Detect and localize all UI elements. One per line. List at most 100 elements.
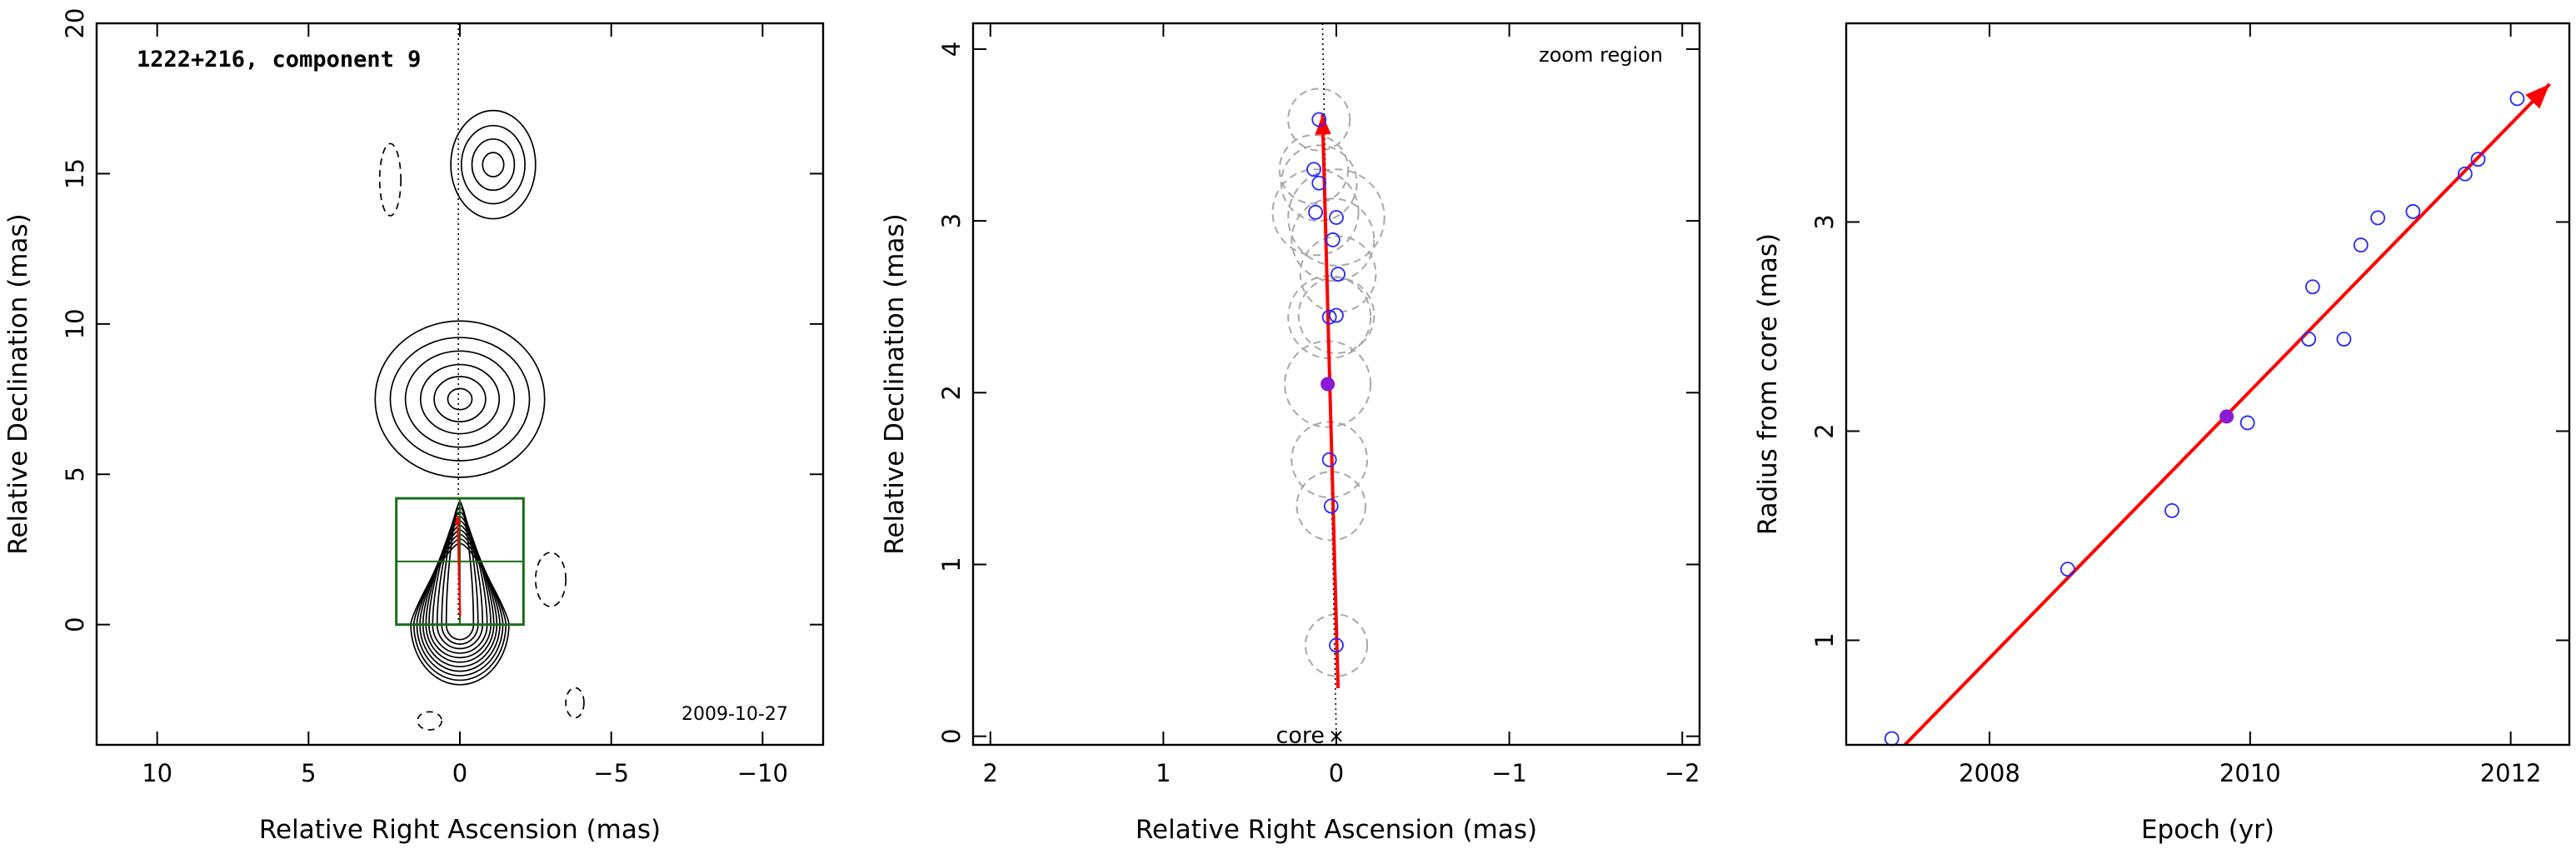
gaussian-component-circle bbox=[1290, 421, 1369, 499]
contour-line bbox=[410, 542, 510, 686]
contour-line bbox=[471, 138, 516, 192]
data-point bbox=[1329, 637, 1344, 653]
x-tick-label: 2008 bbox=[1959, 759, 2020, 787]
contour-line bbox=[482, 152, 505, 177]
y-tick-label: 1 bbox=[937, 557, 966, 572]
contour-clip-group bbox=[374, 109, 585, 731]
gaussian-component-circle bbox=[1287, 87, 1351, 152]
x-tick-label: −1 bbox=[1491, 759, 1527, 787]
radius-epoch-frame bbox=[1845, 22, 2571, 747]
x-tick-label: 2012 bbox=[2480, 759, 2542, 787]
data-point bbox=[2304, 279, 2320, 295]
y-tick-label: 20 bbox=[61, 8, 89, 39]
contour-map-ticks: 10 5 0 −5 −10 0 5 10 15 20 bbox=[61, 8, 823, 787]
contour-line bbox=[374, 320, 546, 478]
contour-map-title: 1222+216, component 9 bbox=[137, 47, 421, 72]
radius-epoch-x-axis-label: Epoch (yr) bbox=[2141, 815, 2274, 845]
data-point bbox=[2457, 166, 2473, 182]
contour-line bbox=[389, 337, 531, 462]
x-tick-label: −2 bbox=[1665, 759, 1700, 787]
data-point bbox=[2509, 91, 2525, 107]
data-point bbox=[1323, 498, 1339, 514]
x-tick-label: 1 bbox=[1156, 759, 1171, 787]
data-point bbox=[2336, 332, 2352, 347]
y-tick-label: 0 bbox=[61, 617, 89, 632]
contour-line bbox=[416, 533, 504, 677]
component-motion-arrowhead bbox=[454, 516, 462, 524]
x-tick-label: 0 bbox=[1329, 759, 1344, 787]
data-point bbox=[2353, 237, 2369, 252]
component-motion-arrow bbox=[456, 516, 462, 617]
gaussian-component-circles bbox=[1271, 87, 1385, 677]
data-point bbox=[1311, 112, 1327, 127]
data-point bbox=[2164, 502, 2179, 518]
x-tick-label: 5 bbox=[301, 759, 316, 787]
x-tick-label: 10 bbox=[142, 759, 172, 787]
y-tick-label: 2 bbox=[1810, 423, 1839, 438]
x-tick-label: 2010 bbox=[2219, 759, 2281, 787]
negative-contour-line bbox=[417, 711, 443, 731]
radius-epoch-overlay bbox=[1884, 82, 2551, 747]
contour-line bbox=[460, 124, 526, 205]
contour-line bbox=[404, 350, 516, 448]
data-point bbox=[1330, 267, 1345, 282]
data-point bbox=[1329, 307, 1344, 323]
data-point bbox=[1308, 204, 1323, 220]
data-point bbox=[2301, 332, 2317, 347]
x-tick-label: −10 bbox=[737, 759, 788, 787]
zoom-region-x-axis-label: Relative Right Ascension (mas) bbox=[1136, 815, 1537, 845]
data-point bbox=[2239, 415, 2255, 431]
contour-lines bbox=[374, 109, 585, 731]
core-label: core bbox=[1276, 723, 1325, 749]
data-point bbox=[2370, 210, 2385, 226]
negative-contour-line bbox=[534, 552, 567, 607]
x-tick-label: 2 bbox=[983, 759, 998, 787]
data-point bbox=[1325, 232, 1340, 247]
contour-line bbox=[419, 363, 501, 435]
contour-map-x-axis-label: Relative Right Ascension (mas) bbox=[259, 815, 661, 845]
contour-line bbox=[450, 109, 537, 220]
y-tick-label: 15 bbox=[61, 158, 89, 189]
contour-line bbox=[445, 500, 475, 641]
x-tick-label: −5 bbox=[593, 759, 629, 787]
highlighted-data-point bbox=[2219, 409, 2234, 424]
zoom-region-panel: 2 1 0 −1 −2 0 1 2 3 4 zoom region core Relative R… bbox=[880, 22, 1701, 845]
y-tick-label: 3 bbox=[937, 213, 966, 228]
contour-line bbox=[447, 387, 473, 411]
data-point bbox=[2470, 152, 2486, 167]
radius-epoch-ticks: 2008 2010 2012 1 2 3 bbox=[1810, 23, 2569, 787]
gaussian-component-circle bbox=[1280, 144, 1358, 222]
component-motion-arrow bbox=[1320, 114, 1340, 689]
linear-fit-arrowhead bbox=[2525, 83, 2550, 109]
y-tick-label: 4 bbox=[937, 42, 966, 57]
negative-contour-line bbox=[565, 687, 585, 719]
gaussian-component-circle bbox=[1271, 168, 1360, 257]
y-tick-label: 5 bbox=[61, 467, 89, 482]
gaussian-component-circle bbox=[1297, 277, 1375, 354]
data-point bbox=[1321, 452, 1337, 467]
contour-line bbox=[433, 376, 487, 422]
zoom-overlay bbox=[1306, 22, 1345, 742]
gaussian-component-circle bbox=[1304, 613, 1369, 677]
contour-line bbox=[412, 537, 507, 682]
data-point bbox=[1329, 210, 1344, 225]
data-point bbox=[1884, 731, 1900, 747]
y-tick-label: 10 bbox=[61, 308, 89, 339]
negative-contour-line bbox=[378, 142, 402, 217]
observation-date-label: 2009-10-27 bbox=[681, 704, 788, 725]
data-point bbox=[2059, 562, 2075, 577]
data-point bbox=[1321, 309, 1337, 325]
y-tick-label: 3 bbox=[1810, 214, 1839, 229]
x-tick-label: 0 bbox=[452, 759, 467, 787]
gaussian-component-circle bbox=[1290, 197, 1375, 282]
zoom-region-y-axis-label: Relative Declination (mas) bbox=[880, 213, 910, 555]
data-point bbox=[1306, 162, 1321, 177]
gaussian-component-circle bbox=[1295, 471, 1367, 542]
gaussian-component-circle bbox=[1278, 134, 1350, 205]
radius-epoch-panel: 2008 2010 2012 1 2 3 Epoch (yr) Radius from c… bbox=[1753, 22, 2571, 845]
data-point bbox=[2405, 204, 2421, 219]
contour-line bbox=[419, 529, 501, 672]
y-tick-label: 0 bbox=[937, 728, 966, 743]
